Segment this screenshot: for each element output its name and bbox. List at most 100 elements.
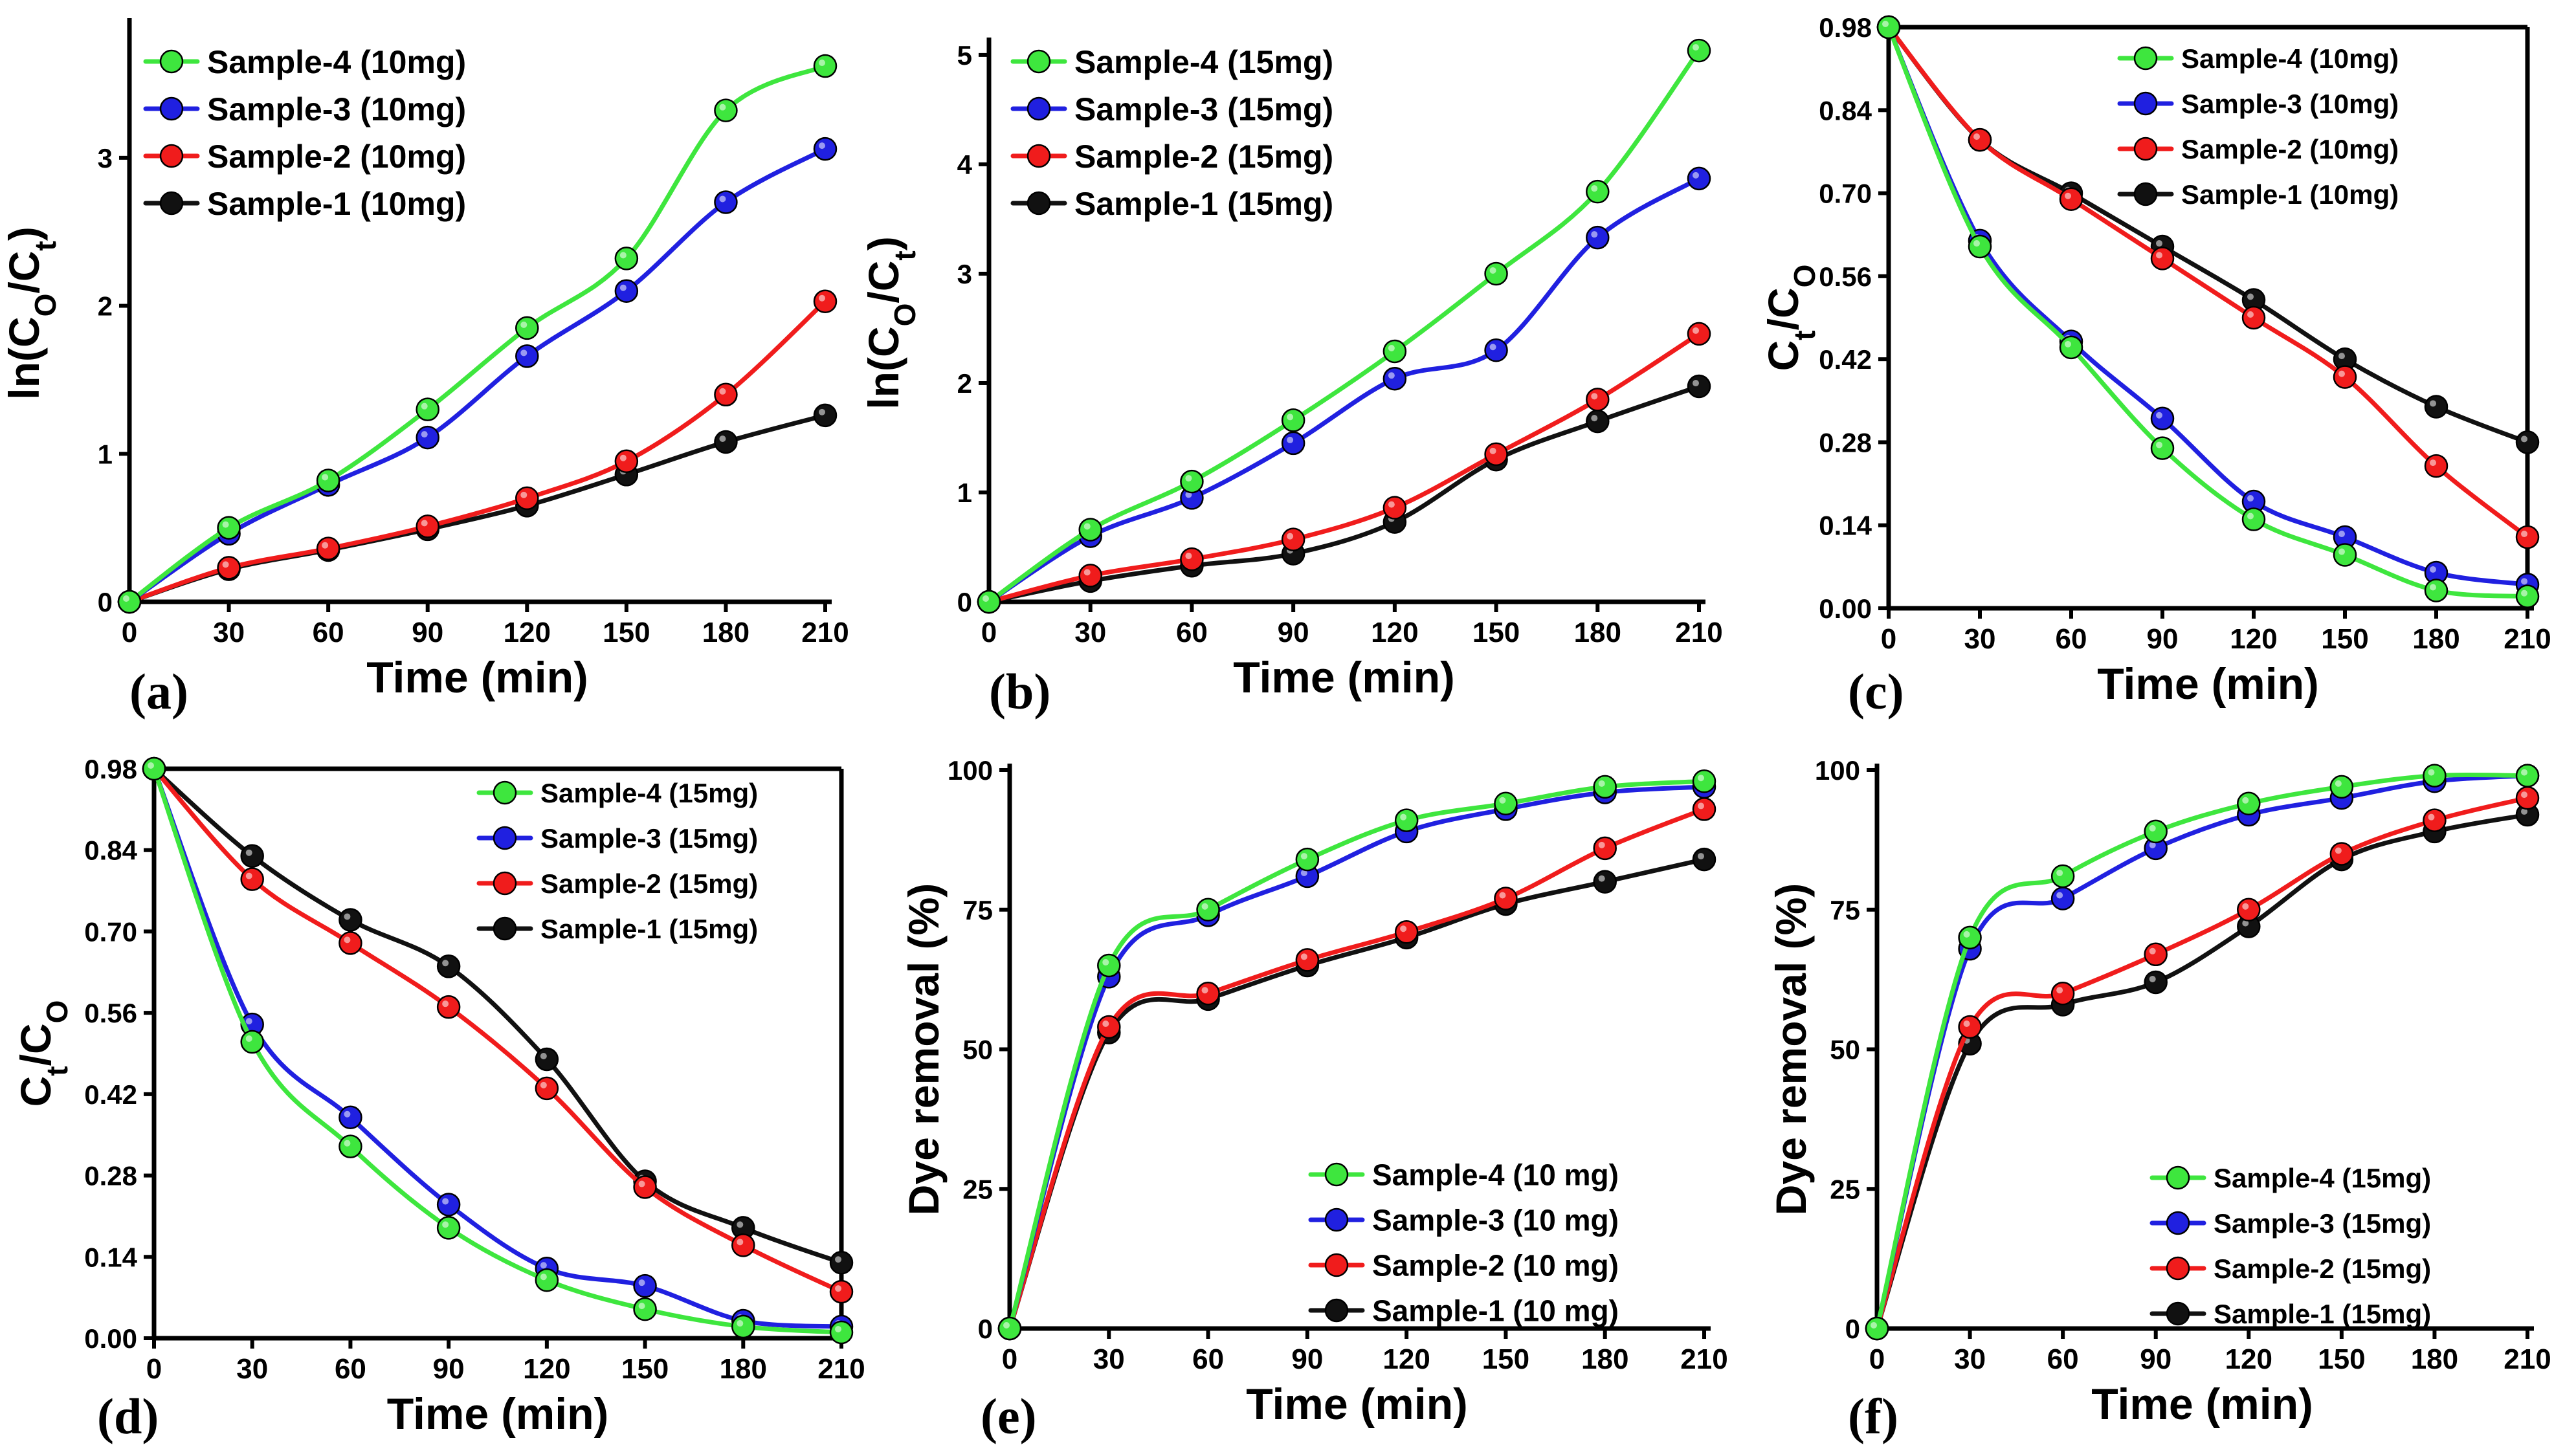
x-tick-label: 0 <box>1002 1343 1017 1375</box>
y-tick-label: 0.70 <box>1819 179 1872 209</box>
data-point-highlight <box>1598 841 1605 848</box>
panel-label: (d) <box>97 1388 159 1444</box>
data-point <box>2329 842 2354 866</box>
data-point <box>535 1047 559 1072</box>
legend-label: Sample-2 (10mg) <box>207 138 466 175</box>
x-tick-label: 60 <box>313 617 344 648</box>
data-point <box>731 1314 755 1339</box>
x-tick-label: 120 <box>1371 617 1418 648</box>
data-point-highlight <box>1489 267 1496 274</box>
data-point <box>2150 436 2175 460</box>
data-point-highlight <box>1489 344 1496 351</box>
data-point-highlight <box>819 408 825 415</box>
y-tick-label: 0.14 <box>1819 511 1872 541</box>
data-point-highlight <box>442 1198 449 1205</box>
data-point <box>1687 166 1711 191</box>
legend-marker <box>1324 1253 1349 1277</box>
data-point-highlight <box>1698 775 1704 782</box>
data-point-highlight <box>1102 1020 1109 1027</box>
y-tick-label: 50 <box>962 1035 993 1065</box>
data-point <box>1097 953 1121 978</box>
data-point <box>2329 775 2354 799</box>
data-point-highlight <box>1388 501 1395 508</box>
data-point-highlight <box>835 1285 841 1292</box>
y-axis-title-part: t <box>40 1066 74 1075</box>
data-point <box>1484 442 1508 467</box>
data-point <box>2144 970 2168 995</box>
x-tick-label: 180 <box>702 617 750 648</box>
legend-label: Sample-2 (10mg) <box>2181 134 2399 164</box>
y-tick-label: 25 <box>962 1174 993 1204</box>
y-axis-title-part: O <box>28 294 62 317</box>
y-tick-label: 0.42 <box>84 1079 137 1110</box>
y-axis-title-part: /C <box>12 1023 60 1066</box>
x-tick-label: 210 <box>1675 617 1722 648</box>
data-point-highlight <box>2335 780 2342 787</box>
y-axis-title-part: ln(C <box>860 326 907 409</box>
data-point <box>2237 898 2261 921</box>
y-tick-label: 100 <box>948 755 993 786</box>
x-tick-label: 210 <box>2504 1343 2551 1375</box>
data-point-highlight <box>2430 566 2436 573</box>
data-point-highlight <box>619 252 627 259</box>
data-point <box>2515 430 2540 454</box>
data-point-highlight <box>2335 847 2342 854</box>
y-tick-label: 3 <box>957 259 972 289</box>
legend-marker <box>493 871 517 896</box>
x-tick-label: 60 <box>335 1353 366 1385</box>
data-point <box>2424 454 2449 478</box>
data-point <box>515 344 539 368</box>
legend-marker <box>2166 1211 2190 1235</box>
data-point-highlight <box>1388 372 1395 379</box>
data-point-highlight <box>1185 475 1192 482</box>
y-tick-label: 3 <box>98 143 113 173</box>
data-point <box>1687 322 1711 346</box>
y-tick-label: 5 <box>957 40 972 71</box>
panel-label: (b) <box>989 663 1050 720</box>
data-point <box>1593 870 1617 894</box>
data-point <box>1687 374 1711 399</box>
data-point-highlight <box>222 561 229 568</box>
data-point <box>614 247 639 270</box>
x-tick-label: 90 <box>2140 1343 2171 1375</box>
data-point <box>1382 339 1407 364</box>
data-point-highlight <box>1882 21 1889 27</box>
series-line-4 <box>1874 812 2530 1331</box>
legend-label: Sample-4 (10 mg) <box>1372 1158 1619 1192</box>
data-point-highlight <box>2247 513 2254 520</box>
x-tick-label: 30 <box>213 617 245 648</box>
data-point-highlight <box>2242 920 2249 927</box>
y-tick-label: 0.14 <box>84 1242 137 1272</box>
data-point-highlight <box>2056 869 2063 876</box>
data-point-highlight <box>245 849 252 856</box>
x-tick-label: 120 <box>504 617 551 648</box>
data-point-highlight <box>1300 953 1307 960</box>
data-point-highlight <box>2521 808 2527 815</box>
data-point-highlight <box>344 1110 351 1118</box>
legend-label: Sample-1 (10mg) <box>207 186 466 222</box>
data-point-highlight <box>1003 1322 1010 1329</box>
data-point-highlight <box>1693 44 1699 51</box>
data-point-highlight <box>1698 853 1704 860</box>
series-line-2 <box>127 146 828 604</box>
data-point <box>1078 564 1102 588</box>
legend-marker <box>2166 1165 2190 1190</box>
x-tick-label: 0 <box>1881 623 1896 655</box>
y-tick-label: 0 <box>957 587 972 617</box>
data-point-highlight <box>2521 769 2527 776</box>
data-point <box>2059 187 2083 211</box>
x-tick-label: 120 <box>2225 1343 2272 1375</box>
data-point-highlight <box>245 1018 252 1025</box>
data-point <box>2333 365 2357 389</box>
data-point-highlight <box>2149 824 2156 832</box>
data-point-highlight <box>2149 841 2156 848</box>
legend-marker <box>1027 144 1051 168</box>
y-tick-label: 0.84 <box>1819 95 1872 126</box>
x-axis-title: Time (min) <box>366 653 588 702</box>
data-point-highlight <box>2065 340 2071 347</box>
y-axis-title: Ct/CO <box>12 1000 74 1107</box>
legend-label: Sample-2 (10 mg) <box>1372 1249 1619 1283</box>
y-axis-title-part: t <box>28 241 62 250</box>
data-point <box>2050 864 2075 888</box>
x-tick-label: 120 <box>1382 1343 1430 1375</box>
